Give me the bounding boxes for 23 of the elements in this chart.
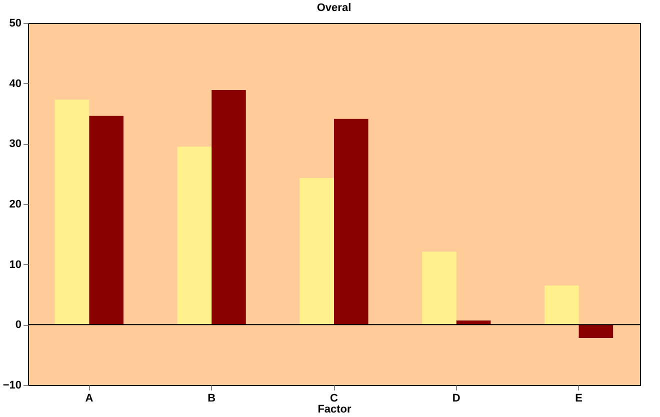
y-tick-label: 30 xyxy=(9,138,22,150)
x-tick-label: C xyxy=(330,392,338,404)
bar xyxy=(212,90,246,325)
chart-title: Overal xyxy=(316,2,352,14)
x-tick-label: E xyxy=(575,392,582,404)
y-tick-label: 20 xyxy=(9,198,22,210)
bar xyxy=(300,178,334,325)
y-tick-label: 50 xyxy=(9,18,22,30)
x-tick-label: D xyxy=(452,392,460,404)
bar xyxy=(422,252,456,325)
y-tick-label: 10 xyxy=(9,258,22,271)
y-tick-label: 40 xyxy=(9,78,22,90)
bar xyxy=(578,324,614,338)
x-tick-label: A xyxy=(85,392,94,404)
bar xyxy=(544,285,579,325)
x-axis-title: Factor xyxy=(318,404,352,416)
x-tick-label: B xyxy=(208,392,216,404)
y-tick-label: −10 xyxy=(2,380,22,392)
bar xyxy=(89,116,124,325)
bar xyxy=(334,118,368,325)
y-tick-label: 0 xyxy=(15,319,22,332)
bar xyxy=(177,146,212,325)
bar xyxy=(54,100,90,325)
